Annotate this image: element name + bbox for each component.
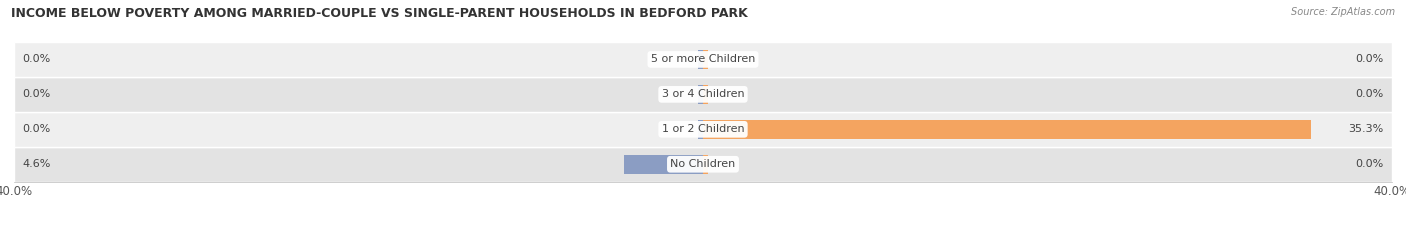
Text: 3 or 4 Children: 3 or 4 Children bbox=[662, 89, 744, 99]
Bar bbox=[14, 147, 1392, 182]
Text: 1 or 2 Children: 1 or 2 Children bbox=[662, 124, 744, 134]
Text: 4.6%: 4.6% bbox=[22, 159, 51, 169]
Text: 5 or more Children: 5 or more Children bbox=[651, 55, 755, 64]
Bar bbox=[624, 155, 703, 174]
Text: 0.0%: 0.0% bbox=[1355, 159, 1384, 169]
Bar bbox=[703, 155, 709, 174]
Text: 0.0%: 0.0% bbox=[22, 55, 51, 64]
Bar bbox=[703, 120, 1310, 139]
Bar bbox=[703, 85, 709, 104]
Text: 35.3%: 35.3% bbox=[1348, 124, 1384, 134]
Text: 0.0%: 0.0% bbox=[22, 124, 51, 134]
Bar bbox=[14, 77, 1392, 112]
Text: 0.0%: 0.0% bbox=[1355, 55, 1384, 64]
Bar bbox=[703, 50, 709, 69]
Bar bbox=[697, 50, 703, 69]
Bar bbox=[14, 112, 1392, 147]
Bar bbox=[697, 120, 703, 139]
Bar bbox=[697, 85, 703, 104]
Text: 0.0%: 0.0% bbox=[22, 89, 51, 99]
Text: INCOME BELOW POVERTY AMONG MARRIED-COUPLE VS SINGLE-PARENT HOUSEHOLDS IN BEDFORD: INCOME BELOW POVERTY AMONG MARRIED-COUPL… bbox=[11, 7, 748, 20]
Text: 0.0%: 0.0% bbox=[1355, 89, 1384, 99]
Bar bbox=[14, 42, 1392, 77]
Text: No Children: No Children bbox=[671, 159, 735, 169]
Text: Source: ZipAtlas.com: Source: ZipAtlas.com bbox=[1291, 7, 1395, 17]
